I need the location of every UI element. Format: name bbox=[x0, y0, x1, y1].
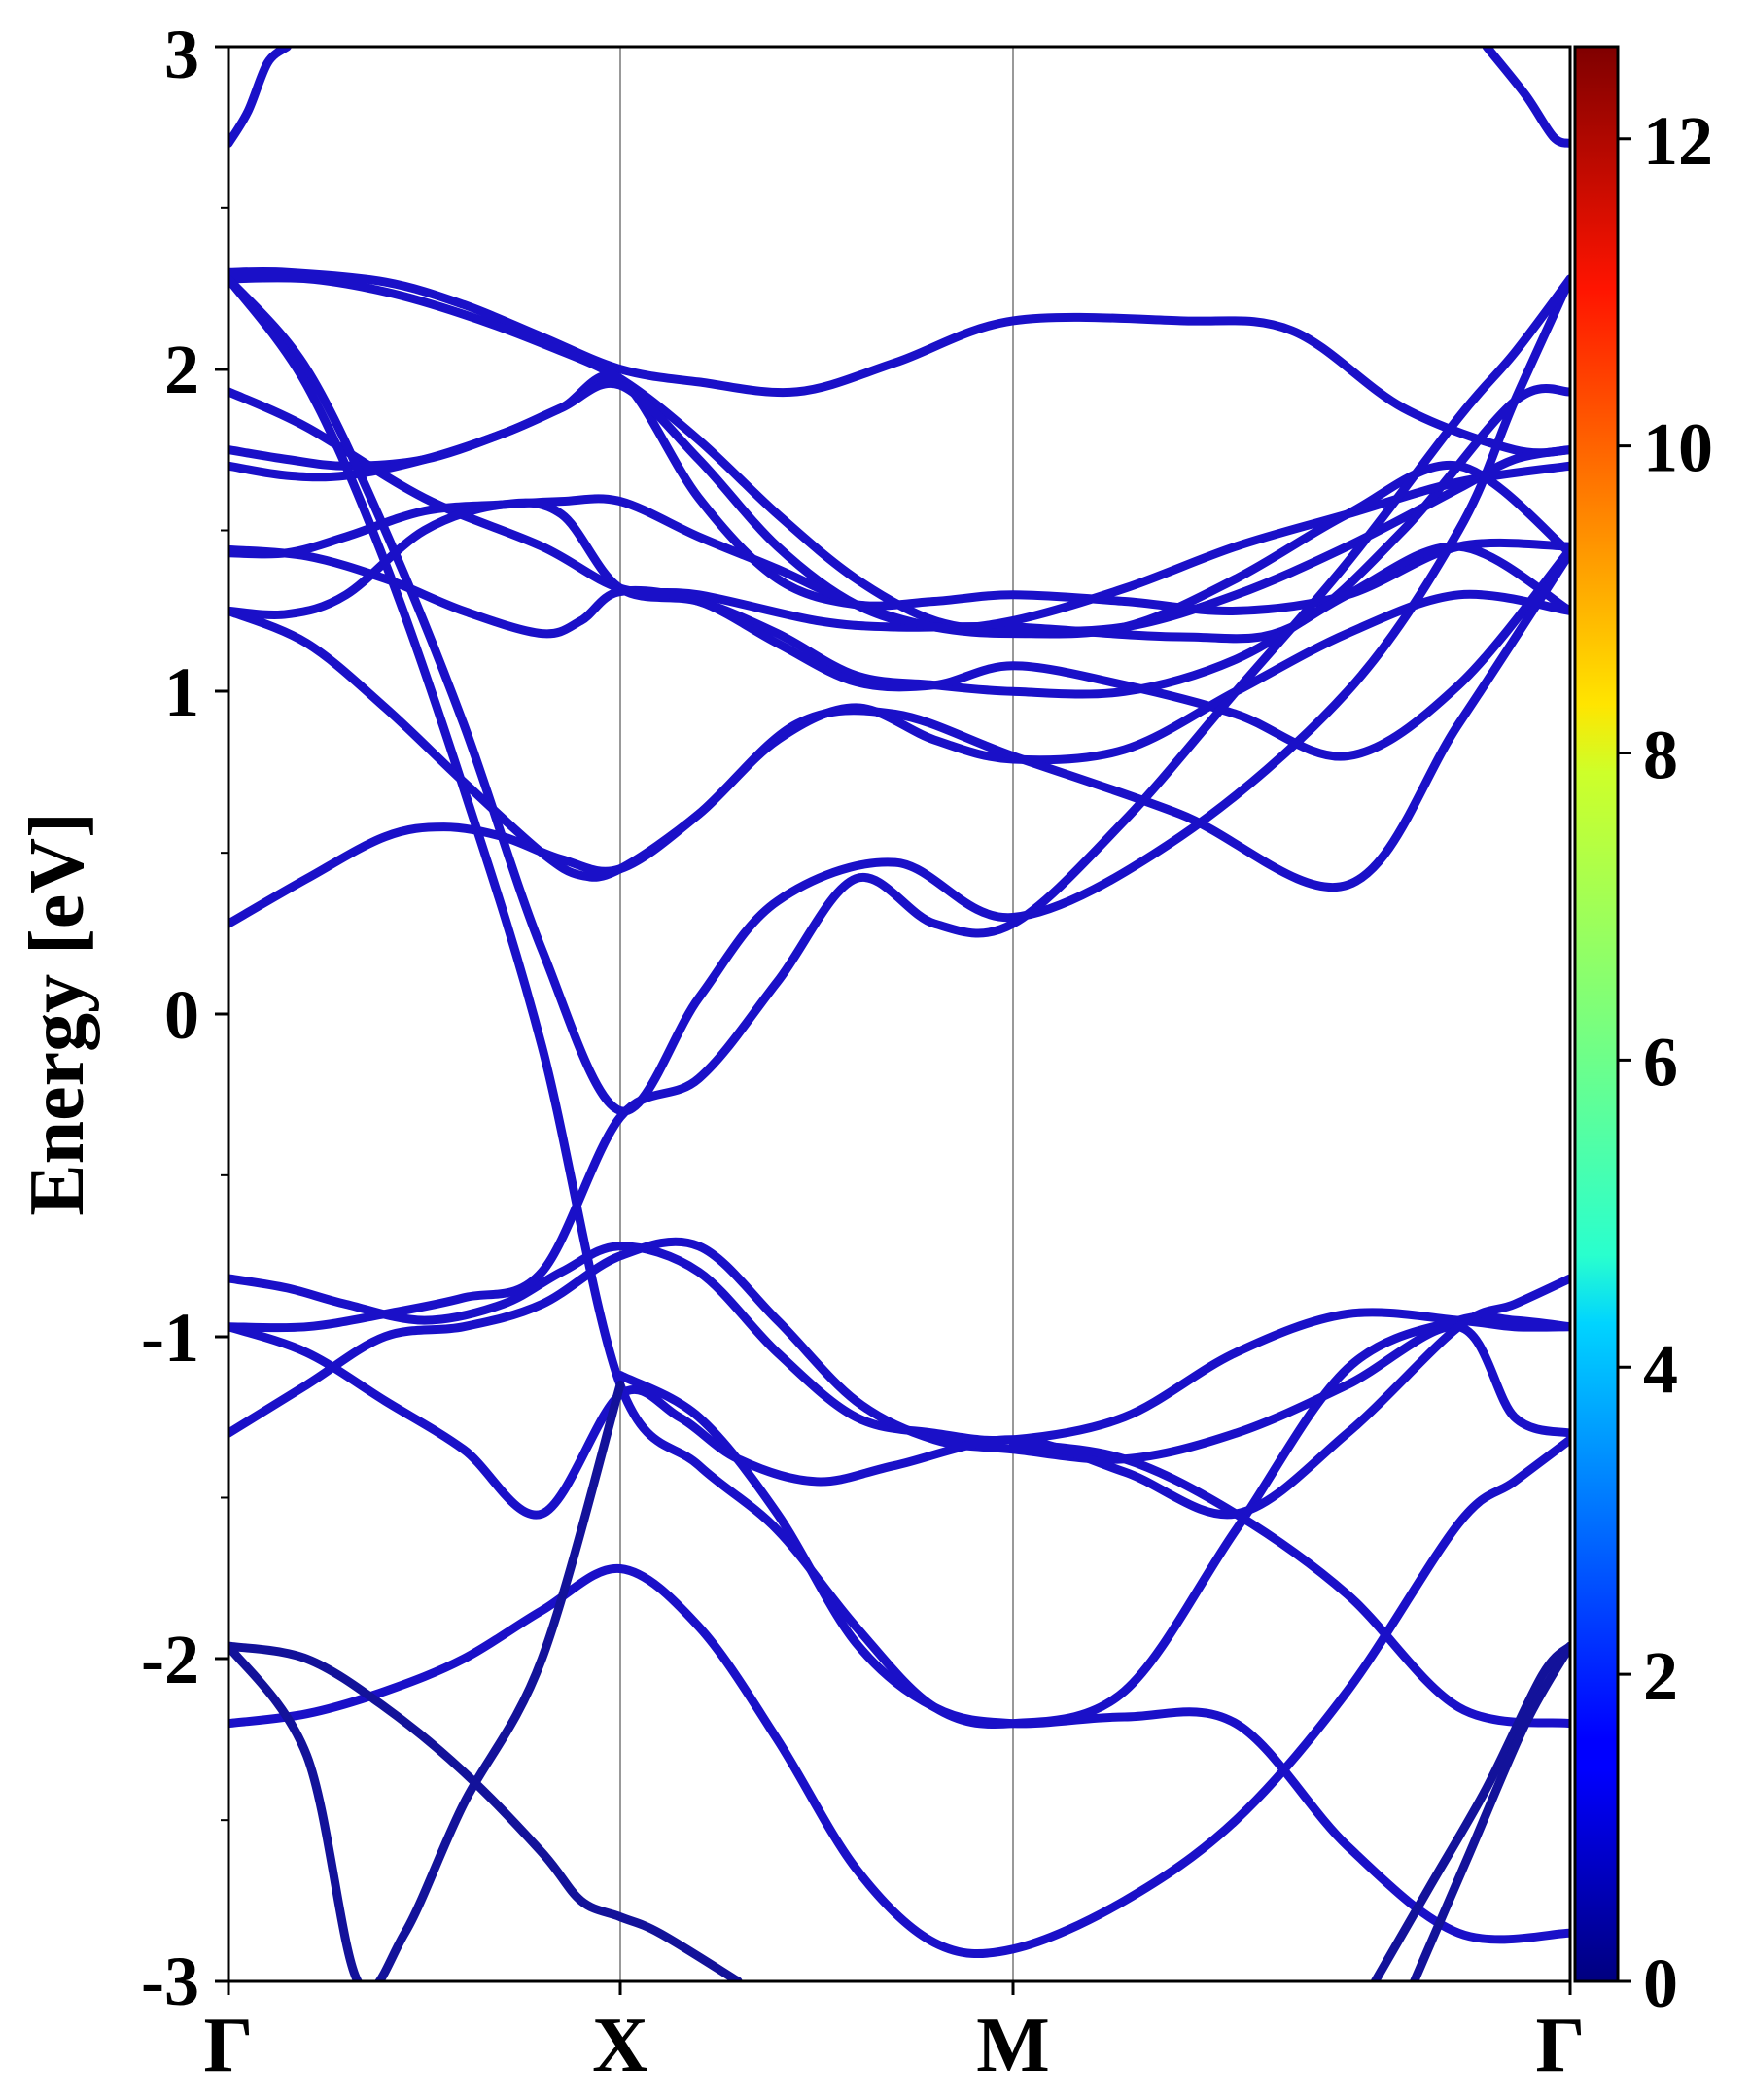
colorbar-tick-label: 0 bbox=[1643, 1944, 1678, 2022]
band-line bbox=[228, 47, 292, 148]
y-tick-label: 0 bbox=[164, 976, 199, 1054]
band-line bbox=[228, 274, 1570, 1730]
colorbar-ticks: 0 2 4 6 8 10 12 bbox=[1618, 102, 1713, 2022]
plot-background bbox=[228, 47, 1570, 1981]
colorbar-tick-label: 12 bbox=[1643, 102, 1713, 180]
colorbar-gradient bbox=[1573, 45, 1620, 1983]
y-minor-ticks bbox=[221, 206, 228, 1822]
x-axis: Γ X M Γ bbox=[204, 1981, 1586, 2088]
band-line bbox=[1410, 1641, 1570, 1981]
band-line bbox=[228, 1242, 1570, 1446]
y-tick-label: 2 bbox=[164, 331, 199, 408]
colorbar: 0 2 4 6 8 10 12 bbox=[1573, 45, 1713, 2022]
colorbar-tick-label: 2 bbox=[1643, 1637, 1678, 1715]
y-axis-label: Energy [eV] bbox=[15, 812, 100, 1215]
band-line bbox=[228, 266, 1570, 458]
band-lines bbox=[228, 47, 1570, 1981]
plot-area bbox=[227, 45, 1572, 1983]
band-line bbox=[228, 274, 1570, 1116]
colorbar-tick-label: 10 bbox=[1643, 409, 1713, 487]
y-tick-label: 1 bbox=[164, 653, 199, 731]
band-line bbox=[228, 1237, 1570, 1464]
colorbar-tick-label: 6 bbox=[1643, 1023, 1678, 1101]
band-line bbox=[228, 544, 1570, 761]
band-line bbox=[1370, 1641, 1570, 1981]
band-line bbox=[228, 274, 1570, 1333]
band-line bbox=[1008, 1438, 1570, 1729]
band-line bbox=[228, 548, 1570, 928]
y-tick-label: -2 bbox=[141, 1621, 199, 1698]
colorbar-tick-label: 4 bbox=[1643, 1330, 1678, 1408]
y-tick-label: -1 bbox=[141, 1299, 199, 1377]
band-line bbox=[228, 273, 1570, 636]
band-line bbox=[615, 1371, 1570, 1944]
y-axis: 3 2 1 0 -1 -2 -3 Energy [eV] bbox=[15, 16, 228, 2020]
x-tick-label-gamma-end: Γ bbox=[1536, 2003, 1586, 2088]
band-line bbox=[228, 1641, 743, 1981]
band-line bbox=[228, 1380, 625, 1981]
band-line bbox=[1482, 47, 1570, 148]
x-tick-label-x: X bbox=[592, 2003, 648, 2088]
y-tick-label: -3 bbox=[141, 1942, 199, 2020]
band-line bbox=[228, 498, 1570, 699]
band-line bbox=[228, 378, 1570, 633]
band-line bbox=[228, 1435, 1570, 1959]
colorbar-tick-label: 8 bbox=[1643, 717, 1678, 794]
band-line bbox=[228, 460, 1570, 639]
x-tick-label-m: M bbox=[976, 2003, 1050, 2088]
x-tick-label-gamma-start: Γ bbox=[204, 2003, 254, 2088]
band-line bbox=[228, 1274, 1570, 1520]
y-tick-label: 3 bbox=[164, 16, 199, 93]
